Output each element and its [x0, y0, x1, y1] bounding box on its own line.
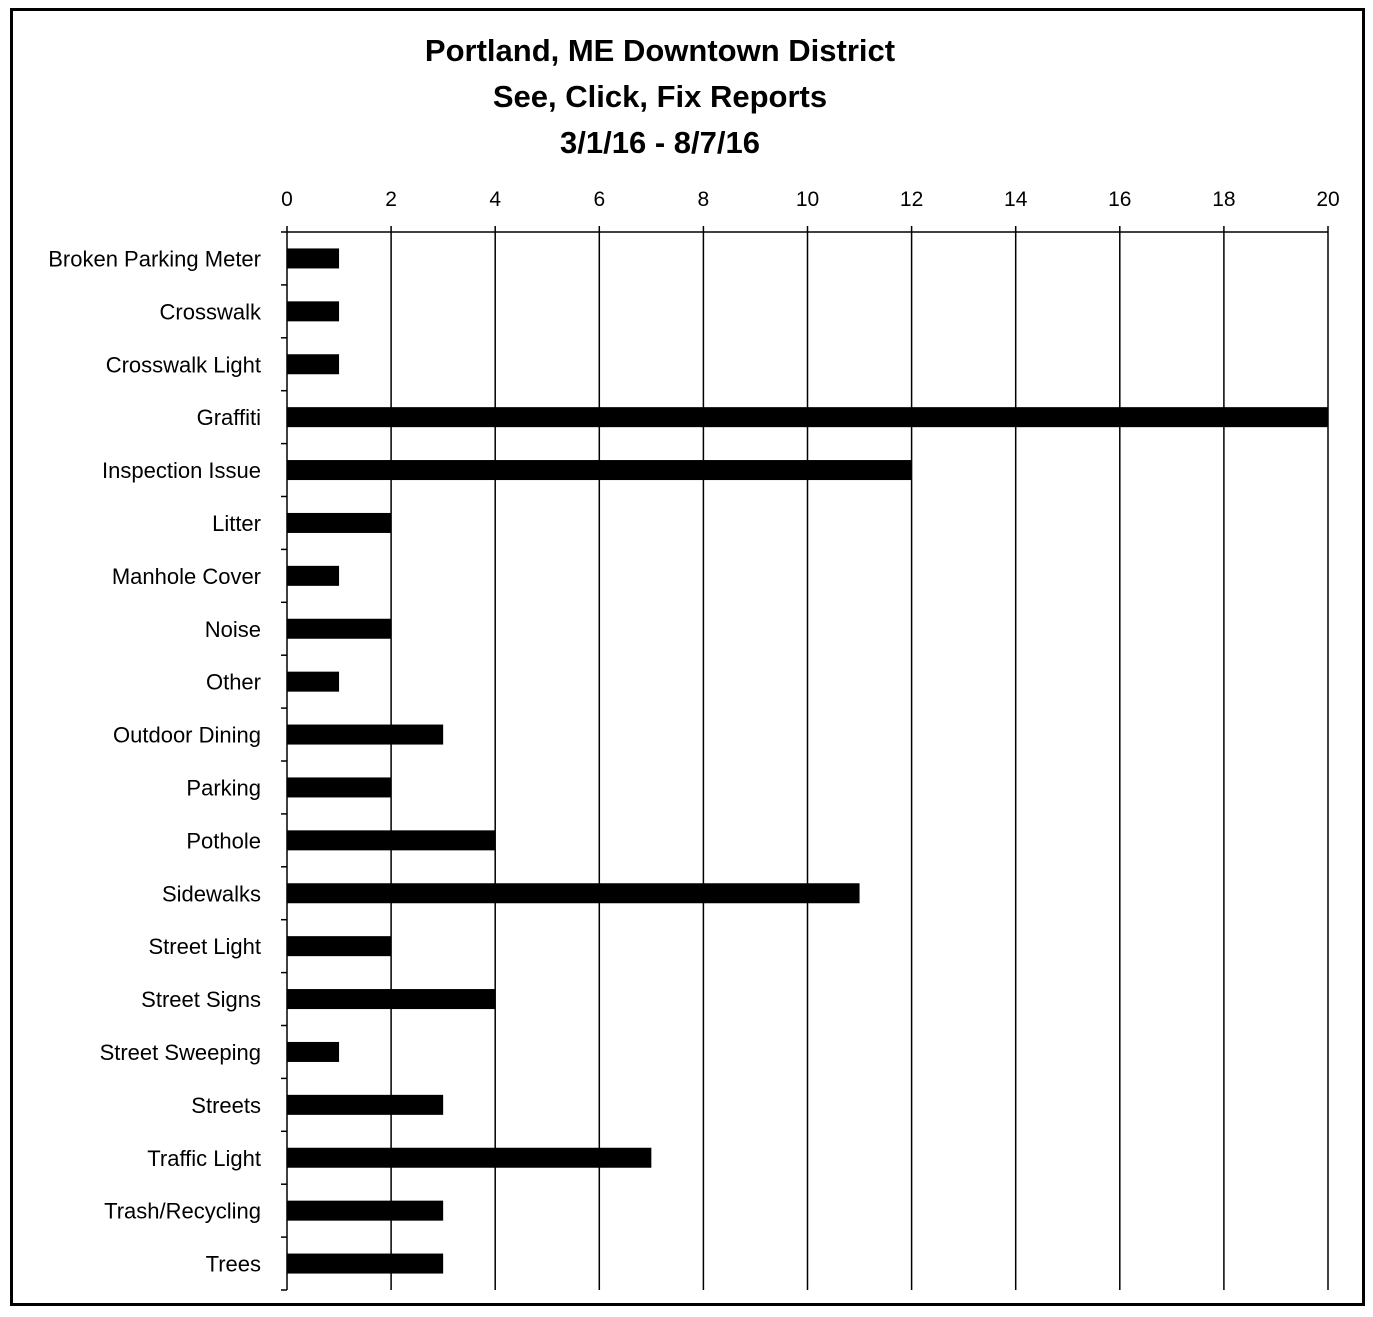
x-tick-label: 8: [698, 188, 710, 211]
x-tick-label: 4: [489, 188, 501, 211]
y-category-label: Street Sweeping: [100, 1040, 261, 1065]
chart-frame: [10, 8, 1365, 1306]
y-category-label: Pothole: [186, 828, 261, 853]
bar: [287, 565, 340, 586]
y-category-label: Traffic Light: [147, 1146, 261, 1171]
y-category-label: Streets: [191, 1093, 261, 1118]
y-category-label: Graffiti: [197, 405, 261, 430]
bar: [287, 248, 340, 269]
y-category-label: Trees: [206, 1252, 261, 1277]
bar: [287, 1147, 652, 1168]
bar: [287, 830, 496, 851]
bar: [287, 1200, 444, 1221]
bar: [287, 1253, 444, 1274]
x-tick-label: 6: [593, 188, 605, 211]
y-category-label: Parking: [186, 775, 261, 800]
bar: [287, 1041, 340, 1062]
x-tick-label: 14: [1004, 188, 1028, 211]
y-category-label: Inspection Issue: [102, 458, 261, 483]
bar: [287, 354, 340, 375]
y-category-label: Crosswalk: [160, 299, 262, 324]
y-category-label: Outdoor Dining: [113, 723, 261, 748]
x-tick-label: 12: [900, 188, 923, 211]
y-category-label: Sidewalks: [162, 881, 261, 906]
bar: [287, 460, 912, 481]
y-category-label: Crosswalk Light: [106, 352, 261, 377]
y-category-label: Manhole Cover: [112, 564, 261, 589]
x-tick-label: 20: [1316, 188, 1339, 211]
x-tick-label: 18: [1212, 188, 1235, 211]
bar: [287, 618, 392, 639]
bar: [287, 724, 444, 745]
title-line-2: See, Click, Fix Reports: [492, 79, 828, 114]
bar: [287, 407, 1328, 428]
bar: [287, 512, 392, 533]
bar: [287, 301, 340, 322]
y-category-label: Noise: [205, 617, 261, 642]
y-category-label: Trash/Recycling: [104, 1199, 261, 1224]
chart-title: Portland, ME Downtown District See, Clic…: [0, 28, 1320, 166]
x-tick-label: 2: [385, 188, 397, 211]
y-category-label: Other: [206, 670, 261, 695]
y-category-label: Street Light: [148, 934, 261, 959]
bar: [287, 936, 392, 957]
x-tick-label: 10: [796, 188, 819, 211]
x-tick-label: 0: [281, 188, 293, 211]
y-category-label: Street Signs: [141, 987, 261, 1012]
y-category-label: Litter: [212, 511, 261, 536]
title-line-3: 3/1/16 - 8/7/16: [560, 125, 760, 160]
bar: [287, 883, 860, 904]
bar: [287, 777, 392, 798]
bar: [287, 671, 340, 692]
y-category-label: Broken Parking Meter: [48, 246, 261, 271]
bar: [287, 989, 496, 1010]
title-line-1: Portland, ME Downtown District: [424, 33, 896, 68]
bar: [287, 1094, 444, 1115]
x-tick-label: 16: [1108, 188, 1131, 211]
